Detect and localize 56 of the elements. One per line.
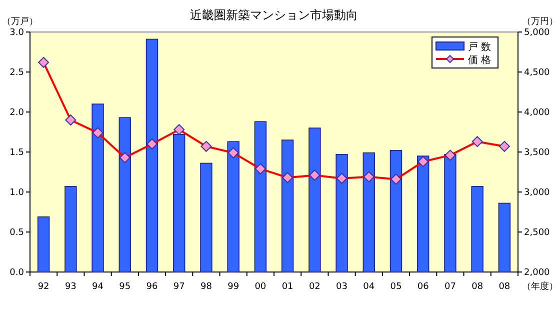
bar bbox=[173, 134, 186, 272]
bar bbox=[498, 202, 511, 272]
bar bbox=[37, 216, 50, 272]
x-tick-label: 93 bbox=[64, 282, 76, 292]
bar bbox=[146, 38, 158, 272]
x-tick-label: 02 bbox=[308, 282, 320, 292]
x-axis-title: （年度） bbox=[522, 281, 558, 292]
bar bbox=[417, 156, 430, 272]
bar bbox=[92, 104, 104, 272]
y2-tick-label: 3,000 bbox=[524, 188, 550, 198]
x-tick-label: 00 bbox=[254, 282, 266, 292]
x-tick-label: 97 bbox=[173, 282, 185, 292]
bar bbox=[281, 140, 294, 272]
y2-tick-label: 4,500 bbox=[524, 68, 550, 78]
x-tick-label: 08 bbox=[472, 282, 484, 292]
x-tick-label: 95 bbox=[119, 282, 131, 292]
legend-label: 価 格 bbox=[468, 54, 492, 66]
x-tick-label: 99 bbox=[228, 282, 240, 292]
y2-tick-label: 4,000 bbox=[524, 108, 550, 118]
y-axis-title: （万戸） bbox=[2, 17, 38, 27]
x-tick-label: 06 bbox=[417, 282, 430, 292]
y-tick-label: 1.5 bbox=[10, 148, 24, 158]
x-tick-label: 94 bbox=[92, 282, 104, 292]
x-tick-label: 05 bbox=[390, 282, 402, 292]
x-tick-label: 03 bbox=[336, 282, 348, 292]
x-tick-label: 98 bbox=[200, 282, 212, 292]
y2-tick-label: 3,500 bbox=[524, 148, 550, 158]
x-tick-label: 01 bbox=[282, 282, 294, 292]
x-tick-label: 92 bbox=[38, 282, 50, 292]
bar bbox=[308, 128, 321, 272]
y2-tick-label: 2,000 bbox=[524, 268, 550, 278]
bar bbox=[254, 121, 267, 272]
bar bbox=[471, 186, 484, 272]
chart-title: 近畿圏新築マンション市場動向 bbox=[190, 8, 358, 22]
y-tick-label: 3.0 bbox=[10, 28, 24, 38]
bar bbox=[227, 141, 240, 272]
y-tick-label: 2.0 bbox=[10, 108, 24, 118]
x-tick-label: 96 bbox=[146, 282, 158, 292]
y2-tick-label: 2,500 bbox=[524, 228, 550, 238]
bar bbox=[390, 150, 402, 272]
y-tick-label: 0.5 bbox=[10, 228, 24, 238]
bar bbox=[444, 154, 456, 272]
x-tick-label: 04 bbox=[363, 282, 375, 292]
y-tick-label: 1.0 bbox=[10, 188, 24, 198]
legend-label: 戸 数 bbox=[468, 42, 492, 53]
y2-axis-title: （万円） bbox=[522, 17, 558, 27]
x-tick-label: 08 bbox=[498, 282, 510, 292]
y-tick-label: 2.5 bbox=[10, 68, 24, 78]
y2-tick-label: 5,000 bbox=[524, 28, 550, 38]
bar bbox=[118, 117, 131, 272]
bar bbox=[362, 152, 375, 272]
bar bbox=[64, 186, 77, 272]
bar bbox=[336, 154, 348, 272]
x-tick-label: 07 bbox=[444, 282, 456, 292]
y-tick-label: 0.0 bbox=[10, 268, 24, 278]
bar bbox=[200, 162, 212, 272]
